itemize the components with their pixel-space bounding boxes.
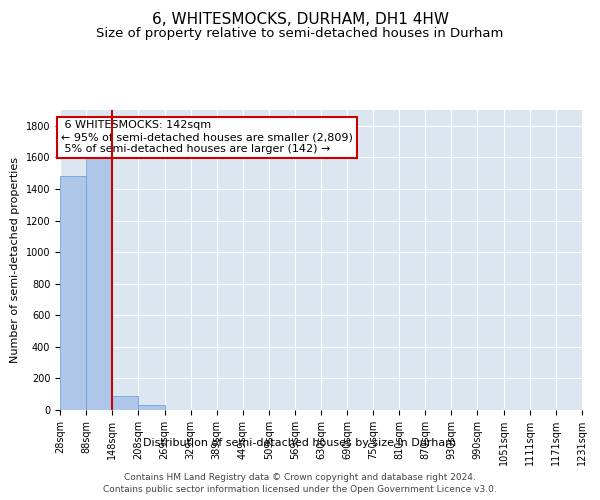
- Bar: [138, 406, 164, 410]
- Bar: [60, 176, 86, 410]
- Text: 6, WHITESMOCKS, DURHAM, DH1 4HW: 6, WHITESMOCKS, DURHAM, DH1 4HW: [151, 12, 449, 28]
- Text: Contains HM Land Registry data © Crown copyright and database right 2024.: Contains HM Land Registry data © Crown c…: [124, 472, 476, 482]
- Text: Distribution of semi-detached houses by size in Durham: Distribution of semi-detached houses by …: [143, 438, 457, 448]
- Text: Contains public sector information licensed under the Open Government Licence v3: Contains public sector information licen…: [103, 485, 497, 494]
- Y-axis label: Number of semi-detached properties: Number of semi-detached properties: [10, 157, 20, 363]
- Text: 6 WHITESMOCKS: 142sqm
← 95% of semi-detached houses are smaller (2,809)
 5% of s: 6 WHITESMOCKS: 142sqm ← 95% of semi-deta…: [61, 120, 353, 154]
- Bar: [86, 143, 112, 410]
- Bar: [112, 396, 138, 410]
- Text: Size of property relative to semi-detached houses in Durham: Size of property relative to semi-detach…: [97, 28, 503, 40]
